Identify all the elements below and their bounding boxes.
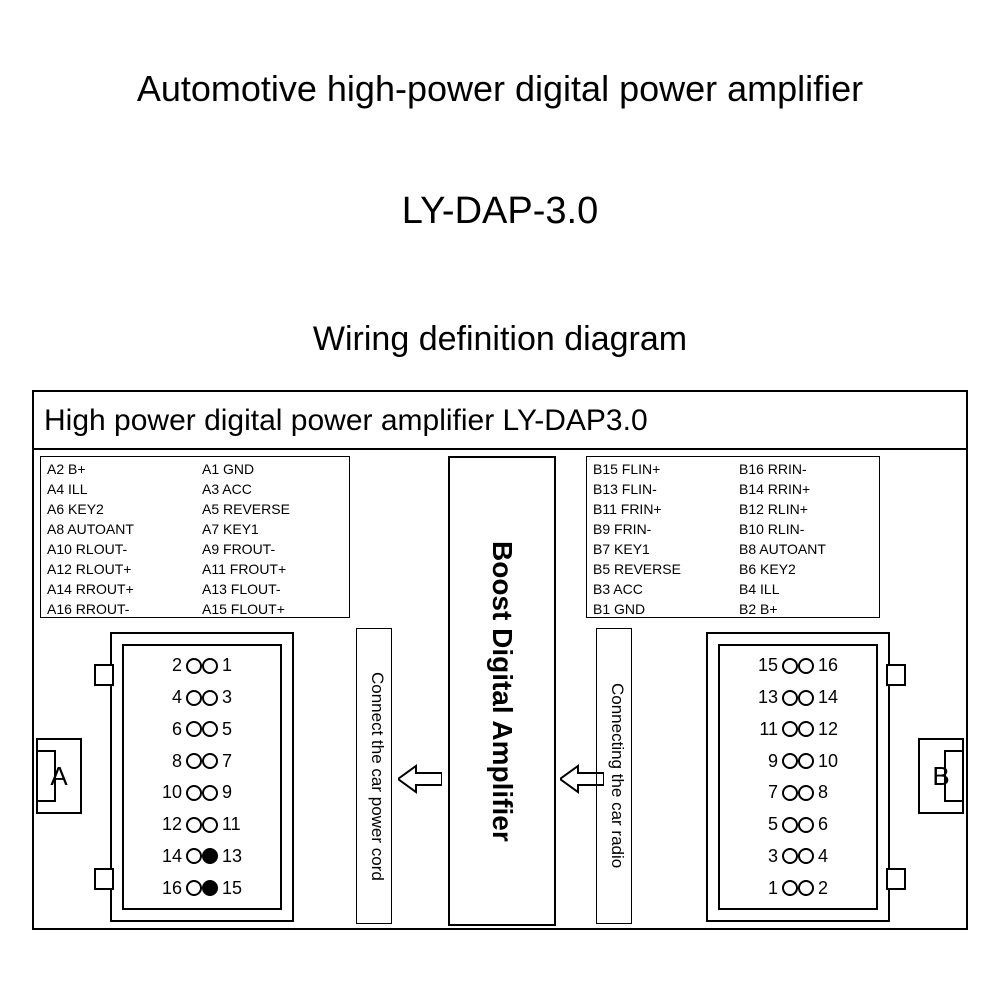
pin: 6: [132, 714, 202, 746]
sub-title: Wiring definition diagram: [0, 320, 1000, 359]
banner-text: High power digital power amplifier LY-DA…: [34, 392, 966, 450]
main-title: Automotive high-power digital power ampl…: [0, 68, 1000, 110]
pin: 1: [202, 650, 272, 682]
pin: 14: [132, 841, 202, 873]
pin: 5: [202, 714, 272, 746]
pin: 11: [728, 714, 798, 746]
pin-def: A5 REVERSE: [202, 499, 343, 519]
pin-def: B11 FRIN+: [593, 499, 727, 519]
pin-def: B7 KEY1: [593, 539, 727, 559]
pin: 9: [202, 777, 272, 809]
pin-def: B9 FRIN-: [593, 519, 727, 539]
pin: 15: [728, 650, 798, 682]
pin: 15: [202, 872, 272, 904]
pin-def: A2 B+: [47, 459, 188, 479]
pin: 12: [798, 714, 868, 746]
pin: 12: [132, 809, 202, 841]
tab-a: A: [36, 738, 82, 814]
pin: 6: [798, 809, 868, 841]
pin-def: A14 RROUT+: [47, 579, 188, 599]
pin: 11: [202, 809, 272, 841]
center-block: Boost Digital Amplifier: [448, 456, 556, 926]
pin-def: A16 RROUT-: [47, 599, 188, 619]
pin: 2: [132, 650, 202, 682]
pin: 14: [798, 682, 868, 714]
pin: 7: [202, 745, 272, 777]
pin: 8: [132, 745, 202, 777]
pin-def: B16 RRIN-: [739, 459, 873, 479]
pin-def: A13 FLOUT-: [202, 579, 343, 599]
pin-def: A7 KEY1: [202, 519, 343, 539]
pin: 10: [798, 745, 868, 777]
connector-b-pins: 15161314111291078563412: [718, 644, 878, 910]
pin: 9: [728, 745, 798, 777]
pin-def: B13 FLIN-: [593, 479, 727, 499]
pin-def: B6 KEY2: [739, 559, 873, 579]
pin-def: A12 RLOUT+: [47, 559, 188, 579]
pin-list-a: A2 B+ A1 GND A4 ILL A3 ACC A6 KEY2 A5 REVERSE…: [40, 456, 350, 618]
pin-def: B2 B+: [739, 599, 873, 619]
pin: 5: [728, 809, 798, 841]
tab-b: B: [918, 738, 964, 814]
pin-def: B10 RLIN-: [739, 519, 873, 539]
pin-def: A10 RLOUT-: [47, 539, 188, 559]
pin-def: B14 RRIN+: [739, 479, 873, 499]
pin-def: B5 REVERSE: [593, 559, 727, 579]
pin-def: B1 GND: [593, 599, 727, 619]
pin: 16: [132, 872, 202, 904]
pin-def: A15 FLOUT+: [202, 599, 343, 619]
connector-a: A 21436587109121114131615: [64, 632, 340, 922]
label-power-cord: Connect the car power cord: [356, 628, 392, 924]
pin: 1: [728, 872, 798, 904]
pin: 3: [202, 682, 272, 714]
pin: 16: [798, 650, 868, 682]
pin: 8: [798, 777, 868, 809]
model-title: LY-DAP-3.0: [0, 190, 1000, 233]
pin-def: A11 FROUT+: [202, 559, 343, 579]
pin-def: A1 GND: [202, 459, 343, 479]
pin-def: A6 KEY2: [47, 499, 188, 519]
pin-def: A8 AUTOANT: [47, 519, 188, 539]
pin: 2: [798, 872, 868, 904]
diagram-frame: High power digital power amplifier LY-DA…: [32, 390, 968, 930]
pin: 4: [132, 682, 202, 714]
connector-b: B 15161314111291078563412: [660, 632, 936, 922]
connector-a-shell: 21436587109121114131615: [110, 632, 294, 922]
pin-def: B15 FLIN+: [593, 459, 727, 479]
pin-def: A3 ACC: [202, 479, 343, 499]
pin-def: B4 ILL: [739, 579, 873, 599]
pin: 13: [202, 841, 272, 873]
pin-def: B8 AUTOANT: [739, 539, 873, 559]
pin: 3: [728, 841, 798, 873]
connector-a-pins: 21436587109121114131615: [122, 644, 282, 910]
pin: 7: [728, 777, 798, 809]
connector-b-shell: 15161314111291078563412: [706, 632, 890, 922]
arrow-left-icon: [398, 764, 442, 794]
pin-def: A4 ILL: [47, 479, 188, 499]
pin: 13: [728, 682, 798, 714]
pin: 4: [798, 841, 868, 873]
pin-def: B3 ACC: [593, 579, 727, 599]
pin-def: A9 FROUT-: [202, 539, 343, 559]
arrow-right-icon: [560, 764, 604, 794]
pin-list-b: B15 FLIN+ B16 RRIN- B13 FLIN- B14 RRIN+ B11 …: [586, 456, 880, 618]
pin: 10: [132, 777, 202, 809]
pin-def: B12 RLIN+: [739, 499, 873, 519]
